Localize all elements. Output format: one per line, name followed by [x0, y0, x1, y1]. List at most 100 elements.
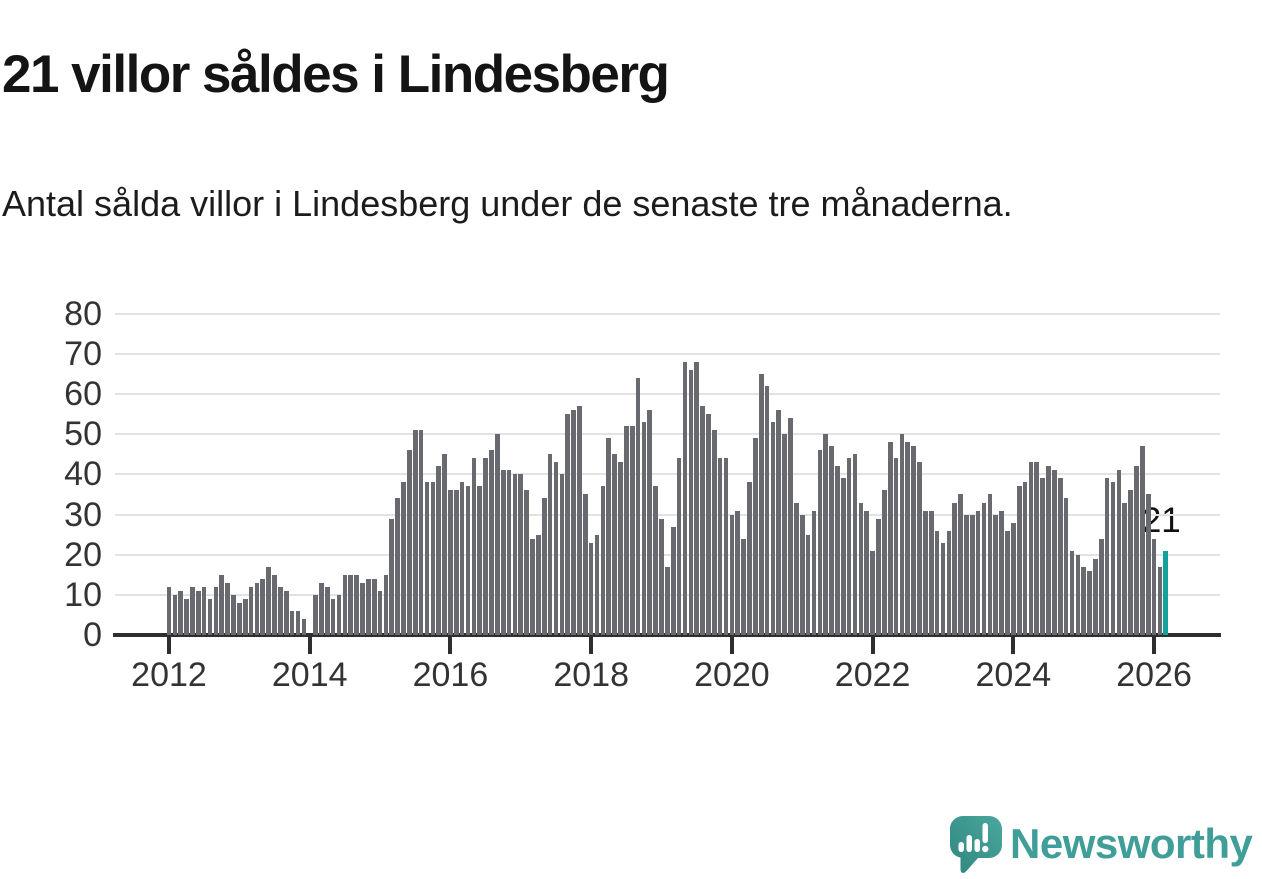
- bar: [283, 590, 289, 635]
- bar: [1040, 478, 1045, 635]
- bar: [975, 510, 981, 635]
- bar: [377, 590, 383, 635]
- bar: [278, 586, 283, 635]
- x-axis-tick-label: 2014: [271, 656, 348, 694]
- bar: [225, 582, 230, 635]
- bar: [219, 574, 225, 635]
- bar: [541, 498, 547, 635]
- bar: [729, 514, 735, 635]
- y-axis-tick-label: 50: [64, 415, 102, 454]
- bar: [823, 434, 829, 635]
- bar: [882, 490, 887, 635]
- y-axis-tick-label: 10: [64, 575, 102, 614]
- bar: [231, 594, 236, 635]
- bar: [348, 574, 354, 635]
- bar: [706, 414, 711, 635]
- bar: [788, 418, 793, 635]
- bar: [324, 586, 330, 635]
- bar: [418, 430, 424, 635]
- bar: [366, 578, 371, 635]
- bar: [477, 486, 483, 635]
- bar: [195, 590, 201, 635]
- bar: [928, 510, 934, 635]
- y-axis-tick-label: 30: [64, 495, 102, 534]
- gridline: [115, 312, 1220, 315]
- gridline: [115, 393, 1220, 396]
- bar: [518, 474, 524, 635]
- bar: [389, 518, 395, 635]
- bar: [530, 538, 535, 635]
- bar: [670, 526, 676, 635]
- bar: [600, 486, 606, 635]
- bar: [923, 510, 928, 635]
- bar: [1016, 486, 1022, 635]
- bar: [917, 462, 922, 635]
- bar: [237, 602, 242, 635]
- bar: [776, 410, 782, 635]
- bar: [987, 494, 993, 635]
- bar: [993, 514, 999, 635]
- bar: [899, 434, 905, 635]
- bar: [524, 490, 529, 635]
- bar: [407, 450, 412, 635]
- bar: [829, 446, 834, 635]
- bar: [354, 574, 359, 635]
- bar: [840, 478, 846, 635]
- x-axis-tick-label: 2022: [834, 656, 911, 694]
- bar: [624, 426, 629, 635]
- bar: [635, 378, 641, 635]
- bar: [383, 574, 389, 635]
- bar: [184, 598, 189, 635]
- bar: [512, 474, 518, 635]
- bar: [266, 566, 271, 635]
- bar: [577, 406, 582, 635]
- bar: [559, 474, 565, 635]
- bar: [811, 510, 817, 635]
- bar: [1151, 538, 1157, 635]
- gridline: [115, 433, 1220, 436]
- bar: [629, 426, 635, 635]
- x-axis-tick: [167, 637, 171, 654]
- bar: [647, 410, 653, 635]
- bar: [1140, 446, 1145, 635]
- bar: [846, 458, 852, 635]
- bar: [887, 442, 893, 635]
- bar: [319, 582, 324, 635]
- bar: [500, 470, 506, 635]
- bar: [430, 482, 436, 635]
- bar: [1145, 494, 1151, 635]
- x-axis-tick: [1152, 637, 1157, 654]
- bar: [582, 494, 588, 635]
- bar: [606, 438, 612, 635]
- bar: [817, 450, 823, 635]
- bar: [659, 518, 664, 635]
- bar: [876, 518, 881, 635]
- x-axis-tick: [729, 637, 734, 654]
- bar: [711, 430, 717, 635]
- bar: [360, 582, 365, 635]
- x-axis-tick-label: 2024: [975, 656, 1052, 694]
- bar: [342, 574, 348, 635]
- x-axis-tick-label: 2016: [412, 656, 489, 694]
- bar: [893, 458, 899, 635]
- newsworthy-logo-text: Newsworthy: [1010, 820, 1253, 867]
- y-axis-tick-label: 80: [64, 294, 102, 333]
- bar: [594, 534, 600, 635]
- bar: [940, 542, 946, 635]
- bar: [741, 538, 746, 635]
- bar: [1057, 478, 1063, 635]
- bar: [870, 550, 875, 635]
- bar: [665, 566, 670, 635]
- bar: [448, 490, 453, 635]
- x-axis-tick: [1011, 637, 1016, 654]
- gridline: [115, 513, 1220, 516]
- bar: [1046, 466, 1051, 635]
- bar: [723, 458, 729, 635]
- bar: [864, 510, 870, 635]
- gridline: [115, 352, 1220, 355]
- bar: [770, 422, 776, 635]
- bar: [934, 530, 940, 635]
- bar: [313, 594, 318, 635]
- bar: [764, 386, 770, 635]
